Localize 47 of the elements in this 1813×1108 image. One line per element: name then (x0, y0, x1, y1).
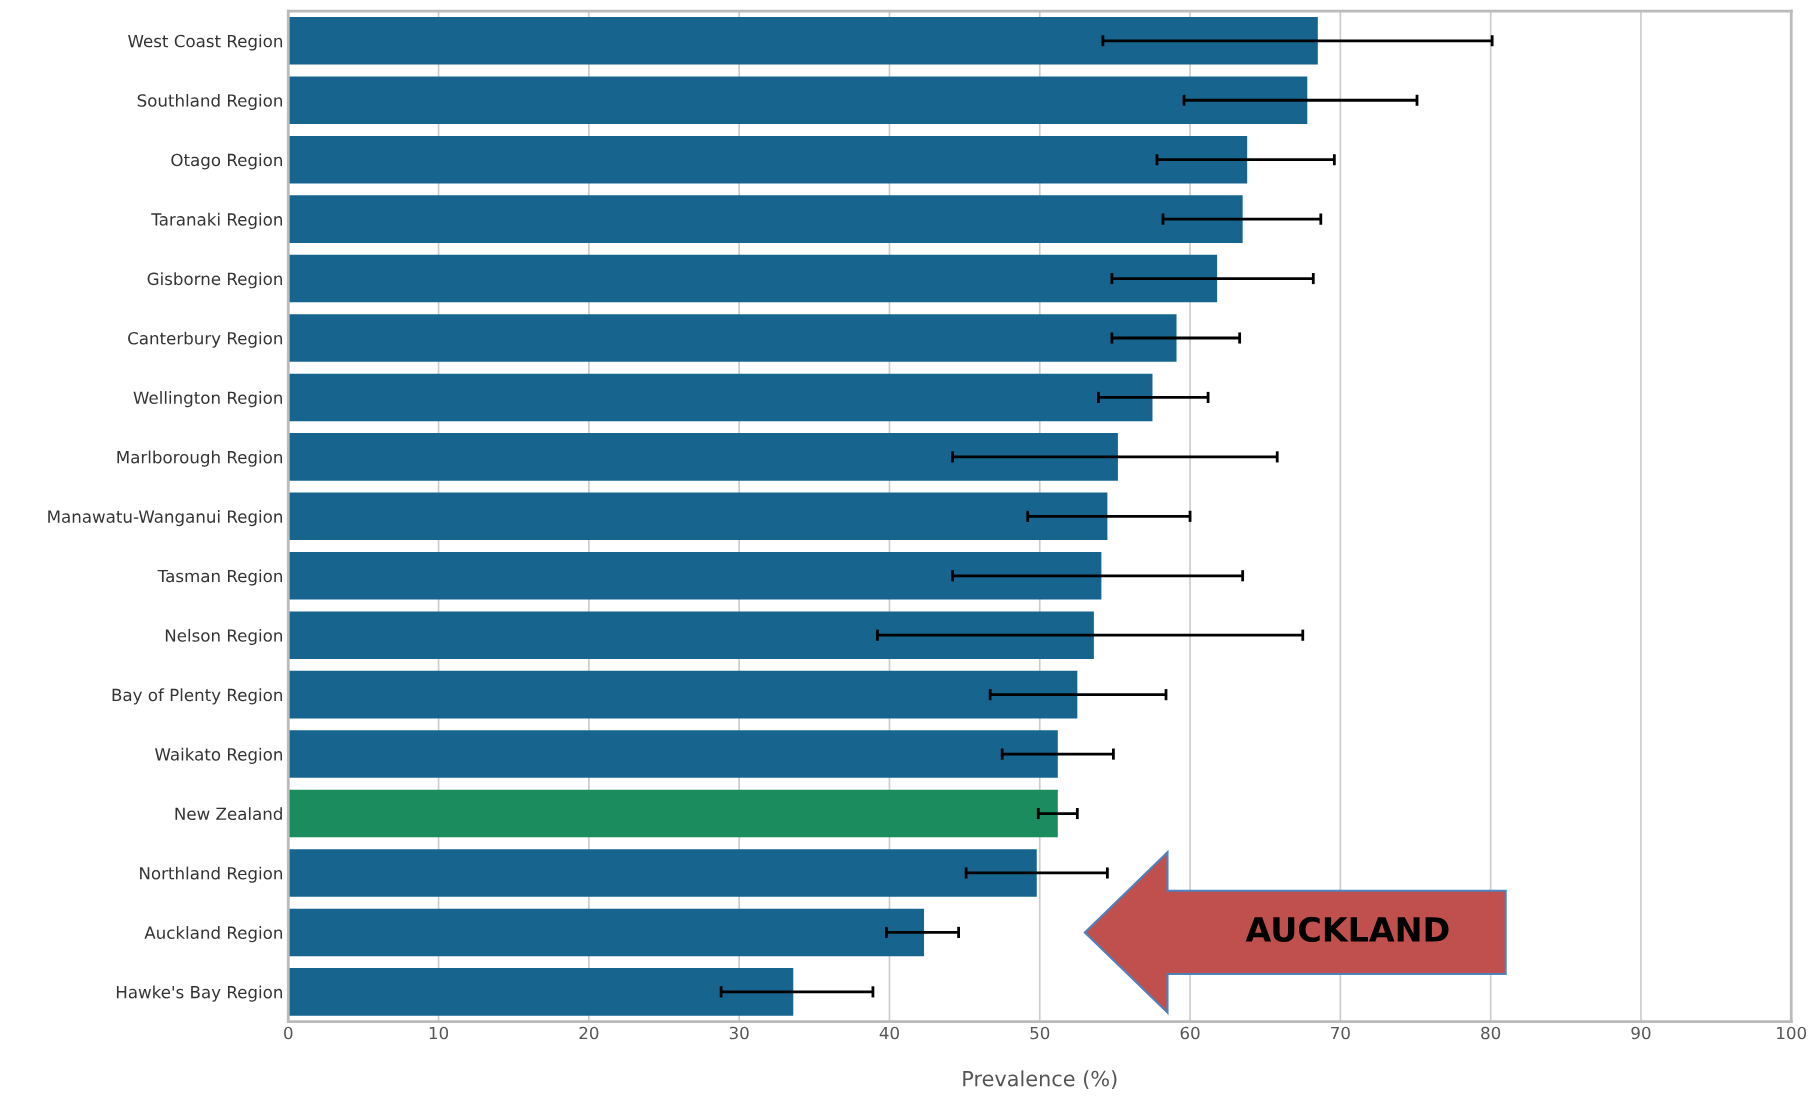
bar (288, 135, 1248, 184)
bar (288, 254, 1218, 303)
x-tick-label: 0 (284, 1026, 293, 1040)
bar (288, 492, 1108, 541)
y-tick-label: Wellington Region (133, 391, 282, 408)
annotation: AUCKLAND (1245, 916, 1449, 943)
y-tick-label: Southland Region (137, 93, 282, 111)
y-tick-label: Canterbury Region (128, 331, 282, 348)
bar (288, 314, 1177, 362)
bar (288, 968, 794, 1016)
y-tick-label: Waikato Region (155, 747, 282, 764)
y-tick-label: Manawatu-Wanganui Region (48, 510, 282, 527)
y-tick-label: West Coast Region (128, 34, 282, 51)
bar (288, 76, 1308, 125)
y-tick-label: Hawke's Bay Region (116, 985, 282, 1002)
bar (288, 611, 1094, 659)
y-tick-label: Tasman Region (157, 569, 282, 586)
y-tick-label: Northland Region (140, 866, 282, 883)
x-axis-title: Prevalence (%) (963, 1070, 1117, 1089)
bar (288, 195, 1243, 243)
x-tick-label: 30 (729, 1026, 749, 1040)
x-tick-label: 40 (879, 1026, 899, 1040)
y-tick-label: Taranaki Region (151, 212, 282, 229)
x-tick-label: 60 (1180, 1026, 1200, 1040)
bar (288, 551, 1102, 600)
bar (288, 433, 1118, 481)
bar (288, 789, 1058, 838)
x-tick-label: 100 (1777, 1026, 1807, 1040)
bar (288, 730, 1058, 778)
bar (288, 849, 1037, 897)
y-tick-label: New Zealand (175, 807, 282, 821)
y-tick-label: Marlborough Region (117, 450, 282, 467)
y-tick-label: Otago Region (171, 153, 282, 170)
bar (288, 908, 925, 957)
x-tick-label: 20 (579, 1026, 599, 1040)
bar (288, 373, 1153, 422)
x-tick-label: 10 (429, 1026, 449, 1040)
bar (288, 17, 1318, 65)
x-tick-label: 70 (1331, 1026, 1350, 1040)
bar (288, 670, 1078, 719)
y-tick-label: Auckland Region (144, 926, 282, 943)
y-tick-label: Nelson Region (165, 628, 282, 646)
x-tick-label: 80 (1481, 1026, 1501, 1040)
x-tick-label: 90 (1631, 1026, 1651, 1040)
y-tick-label: Bay of Plenty Region (112, 688, 282, 705)
y-tick-label: Gisborne Region (147, 272, 282, 289)
x-tick-label: 50 (1030, 1026, 1050, 1040)
